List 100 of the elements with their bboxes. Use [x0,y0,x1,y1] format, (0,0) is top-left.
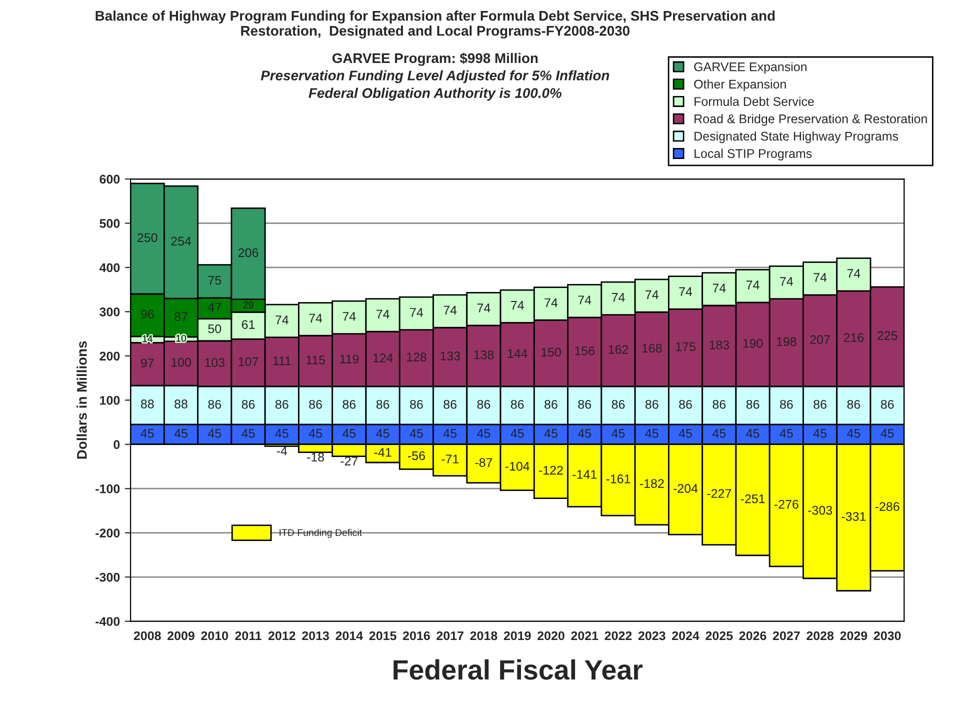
data-label: 86 [342,400,356,409]
data-label: 45 [510,429,524,438]
data-label: 138 [474,350,494,360]
data-label: 45 [612,429,625,438]
x-tick-label: 2014 [336,631,364,640]
y-tick-label: -400 [96,617,120,626]
y-tick-label: -300 [96,572,120,582]
data-label: 86 [746,400,760,409]
data-label: 86 [477,400,490,409]
data-label: -161 [606,474,630,484]
data-label: 198 [776,337,796,346]
data-label: 45 [308,429,322,438]
data-label: -331 [842,512,866,521]
data-label: 86 [410,400,423,409]
data-label: 111 [273,356,291,366]
y-tick-label: -200 [96,528,120,538]
data-label: -56 [408,451,425,460]
y-tick-label: 400 [99,263,120,272]
data-label: 45 [376,429,390,438]
data-label: 74 [376,310,390,318]
x-tick-label: 2021 [571,631,598,640]
data-label: -71 [442,454,458,464]
y-axis-title: Dollars in Millions [76,341,87,459]
x-tick-label: 2012 [268,631,296,640]
text: Preservation Funding Level Adjusted for 5% Inflation [260,70,610,84]
data-label: 86 [679,400,692,409]
data-label: 74 [309,314,322,322]
data-label: 86 [242,400,255,409]
data-label: 45 [140,429,154,438]
data-label: -204 [674,484,698,493]
data-label: 86 [544,400,558,409]
data-label: 45 [477,429,490,438]
data-label: 45 [242,429,255,438]
data-label: -182 [640,479,664,488]
x-tick-label: 2009 [168,631,194,640]
x-tick-label: 2019 [504,631,531,640]
legend-label: Designated State Highway Programs [694,131,898,144]
data-label: 74 [477,304,490,312]
data-label: 45 [208,429,222,438]
data-label: -27 [340,456,358,466]
chart-subtitle: GARVEE Program: $998 Million [332,52,538,66]
data-label: 86 [712,400,726,409]
y-tick-label: -100 [96,484,120,494]
data-label: 97 [140,358,154,368]
data-label: 74 [612,293,625,302]
x-tick-label: 2022 [604,631,632,640]
data-label: 47 [208,303,221,312]
x-tick-label: 2023 [638,631,666,640]
x-tick-label: 2020 [538,631,564,640]
data-label: 45 [578,429,592,438]
data-label: 45 [780,429,793,438]
data-label: 190 [743,338,763,348]
data-label: -104 [505,462,530,471]
data-label: 87 [174,312,188,322]
data-label: 45 [712,429,726,438]
data-label: 45 [410,429,423,438]
data-label: 74 [780,277,794,286]
data-label: 45 [544,429,558,438]
data-label: -227 [707,489,732,498]
x-tick-label: 2015 [369,631,396,640]
x-tick-label: 2013 [302,631,329,640]
x-tick-label: 2027 [772,631,800,640]
data-label: 168 [642,344,662,353]
data-label: 45 [443,429,457,438]
y-tick-label: 600 [100,174,120,184]
data-label: 225 [878,331,898,340]
data-label: 124 [373,354,393,362]
data-label: 107 [238,357,258,366]
data-label: 45 [678,429,692,438]
data-label: 206 [238,248,258,258]
data-label: 150 [542,348,561,357]
data-label: 86 [444,400,456,409]
data-label: 45 [275,429,288,438]
data-label: 144 [508,349,528,358]
data-label: 86 [578,400,592,409]
data-label: 88 [174,400,188,408]
y-tick-label: 200 [100,352,120,361]
x-tick-label: 2030 [874,631,901,640]
x-tick-label: 2018 [470,631,498,640]
data-label: 74 [746,280,760,290]
data-label: 119 [340,354,359,364]
data-label: 50 [208,324,222,334]
data-label: 74 [511,301,524,310]
x-tick-label: 2017 [436,631,464,640]
data-label: 74 [276,316,288,324]
data-label: 74 [410,308,424,317]
data-label: -286 [875,502,900,511]
data-label: 74 [679,287,692,296]
data-label: 86 [814,400,826,409]
data-label: 103 [205,358,225,368]
x-tick-label: 2028 [806,631,834,640]
data-label: 216 [844,333,864,342]
data-label: 86 [376,400,390,409]
legend-label: GARVEE Expansion [694,62,806,74]
data-label: 86 [847,400,860,409]
chart-title: Balance of Highway Program Funding for Expansion after Formula Debt Service, SHS Preservation and Restoration, Designated and Local Programs-FY2008-2030 [96,10,775,39]
data-label: -87 [475,458,492,467]
data-label: 86 [880,400,894,409]
data-label: 86 [275,400,288,409]
legend-label: Formula Debt Service [694,96,814,106]
